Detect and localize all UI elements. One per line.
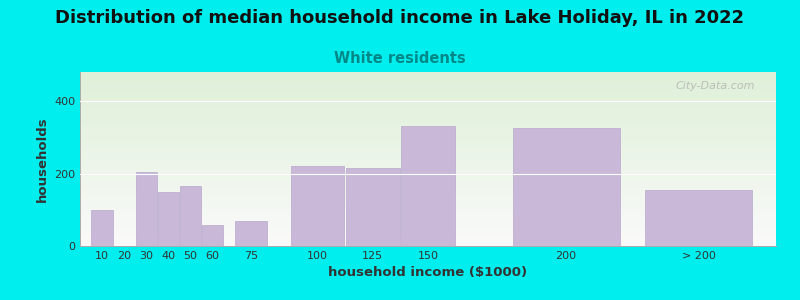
X-axis label: household income ($1000): household income ($1000) [329,266,527,279]
Bar [180,186,201,246]
Bar [346,168,399,246]
Bar [158,192,179,246]
Bar [290,166,344,246]
Bar [91,210,113,246]
Bar [513,128,620,246]
Bar [402,126,454,246]
Bar [645,190,752,246]
Bar [202,225,223,246]
Bar [235,220,267,246]
Bar [135,172,157,246]
Text: Distribution of median household income in Lake Holiday, IL in 2022: Distribution of median household income … [55,9,745,27]
Text: City-Data.com: City-Data.com [676,81,755,91]
Text: White residents: White residents [334,51,466,66]
Y-axis label: households: households [35,116,49,202]
